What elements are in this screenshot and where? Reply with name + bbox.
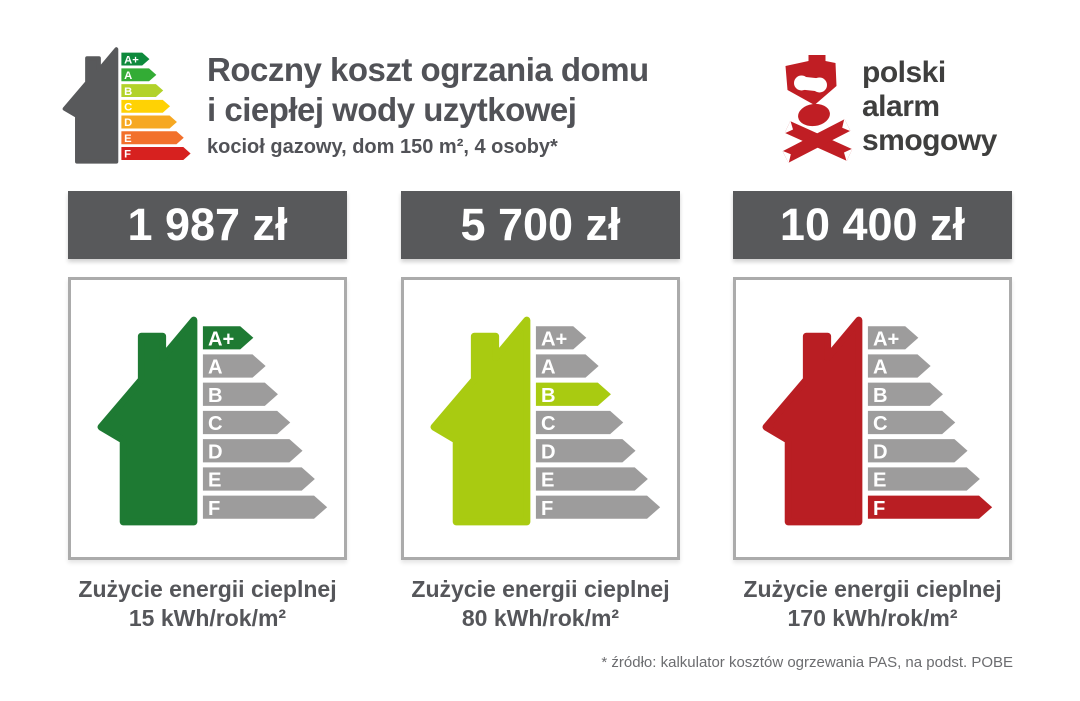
- svg-text:A: A: [124, 70, 132, 82]
- pas-logo-text: polski alarm smogowy: [862, 56, 997, 158]
- svg-text:A+: A+: [207, 328, 233, 350]
- smog-alarm-skull-mask-icon: [781, 55, 857, 172]
- energy-label-house-icon: A+ A B C D E F: [60, 47, 194, 170]
- consumption-label: Zużycie energii cieplnej 170 kWh/rok/m²: [733, 575, 1012, 633]
- svg-text:B: B: [207, 385, 222, 407]
- price-banner: 5 700 zł: [401, 191, 680, 259]
- svg-text:C: C: [124, 101, 132, 113]
- energy-label-card: A+ A B C D E F: [68, 277, 347, 560]
- svg-text:A+: A+: [540, 328, 566, 350]
- svg-text:A+: A+: [124, 54, 139, 66]
- energy-label-card: A+ A B C D E F: [401, 277, 680, 560]
- svg-text:F: F: [207, 498, 219, 520]
- svg-text:E: E: [872, 470, 885, 492]
- svg-text:E: E: [540, 470, 553, 492]
- svg-text:B: B: [540, 385, 555, 407]
- title-subtitle: kocioł gazowy, dom 150 m², 4 osoby*: [207, 136, 558, 158]
- svg-text:E: E: [124, 133, 132, 145]
- svg-text:A+: A+: [872, 328, 898, 350]
- svg-text:B: B: [124, 86, 132, 98]
- svg-text:B: B: [872, 385, 887, 407]
- consumption-label: Zużycie energii cieplnej 15 kWh/rok/m²: [68, 575, 347, 633]
- svg-text:E: E: [207, 470, 220, 492]
- svg-text:A: A: [540, 357, 555, 379]
- consumption-caption: Zużycie energii cieplnej: [78, 576, 337, 602]
- column-class-f: 10 400 zł A+ A B C D E F Zużycie energii ciepl…: [733, 191, 1012, 633]
- title-line-2: i ciepłej wody uzytkowej: [207, 91, 577, 128]
- price-banner: 1 987 zł: [68, 191, 347, 259]
- svg-text:D: D: [124, 117, 132, 129]
- energy-rating-graphic: A+ A B C D E F: [93, 316, 333, 557]
- svg-text:A: A: [872, 357, 887, 379]
- pas-logo-line-1: polski: [862, 56, 946, 89]
- svg-text:D: D: [872, 441, 887, 463]
- svg-text:A: A: [207, 357, 222, 379]
- title-line-1: Roczny koszt ogrzania domu: [207, 51, 649, 88]
- price-banner: 10 400 zł: [733, 191, 1012, 259]
- source-footnote: * źródło: kalkulator kosztów ogrzewania …: [601, 654, 1013, 671]
- page-title: Roczny koszt ogrzania domu i ciepłej wod…: [207, 50, 649, 159]
- svg-text:C: C: [540, 413, 555, 435]
- column-class-b: 5 700 zł A+ A B C D E F Zużycie energii ciepln…: [401, 191, 680, 633]
- consumption-label: Zużycie energii cieplnej 80 kWh/rok/m²: [401, 575, 680, 633]
- svg-text:F: F: [124, 149, 131, 161]
- pas-logo-line-3: smogowy: [862, 124, 997, 157]
- consumption-caption: Zużycie energii cieplnej: [411, 576, 670, 602]
- consumption-caption: Zużycie energii cieplnej: [743, 576, 1002, 602]
- energy-rating-graphic: A+ A B C D E F: [426, 316, 666, 557]
- svg-text:D: D: [207, 441, 222, 463]
- svg-text:C: C: [207, 413, 222, 435]
- svg-text:F: F: [872, 498, 884, 520]
- energy-label-card: A+ A B C D E F: [733, 277, 1012, 560]
- consumption-value: 80 kWh/rok/m²: [461, 605, 620, 631]
- pas-logo-line-2: alarm: [862, 90, 940, 123]
- svg-text:D: D: [540, 441, 555, 463]
- svg-text:F: F: [540, 498, 552, 520]
- energy-rating-graphic: A+ A B C D E F: [758, 316, 998, 557]
- svg-text:C: C: [872, 413, 887, 435]
- column-class-a-plus: 1 987 zł A+ A B C D E F Zużycie energii ciepln…: [68, 191, 347, 633]
- consumption-value: 170 kWh/rok/m²: [787, 605, 958, 631]
- consumption-value: 15 kWh/rok/m²: [128, 605, 287, 631]
